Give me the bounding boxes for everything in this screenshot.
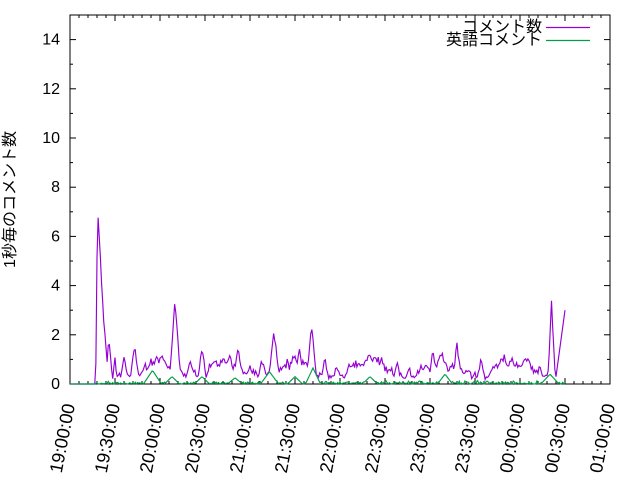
svg-text:12: 12 <box>42 81 60 98</box>
svg-text:8: 8 <box>51 179 60 196</box>
svg-text:10: 10 <box>42 130 60 147</box>
svg-text:4: 4 <box>51 278 60 295</box>
svg-text:2: 2 <box>51 327 60 344</box>
svg-text:1秒毎のコメント数: 1秒毎のコメント数 <box>1 131 19 268</box>
svg-text:英語コメント: 英語コメント <box>446 32 542 49</box>
svg-text:6: 6 <box>51 228 60 245</box>
svg-text:14: 14 <box>42 32 60 49</box>
svg-text:0: 0 <box>51 376 60 393</box>
